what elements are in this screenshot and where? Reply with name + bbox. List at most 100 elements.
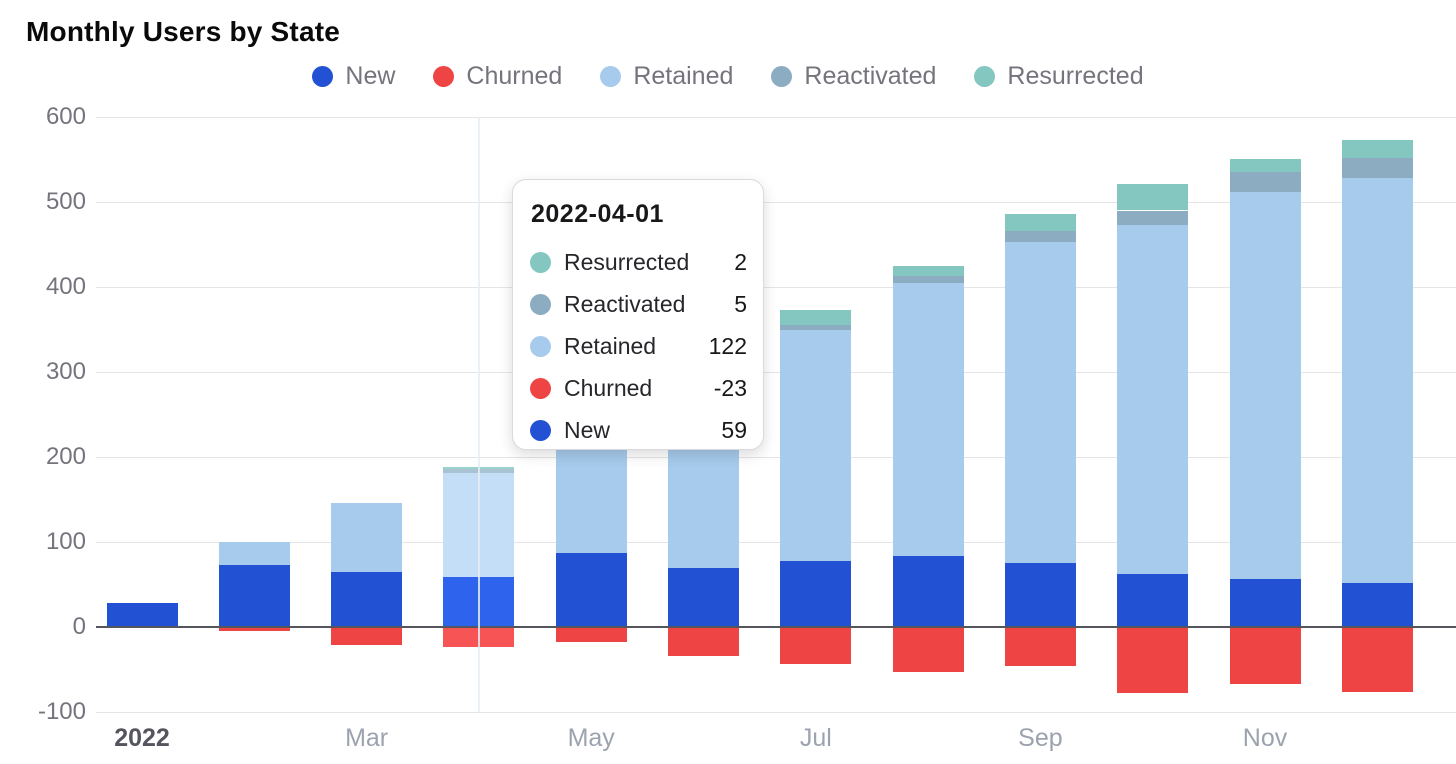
bar-segment-reactivated-2022-09-01[interactable] bbox=[1004, 230, 1076, 242]
bar-segment-churned-2022-08-01[interactable] bbox=[892, 627, 964, 673]
bar-segment-reactivated-2022-11-01[interactable] bbox=[1229, 172, 1301, 192]
hover-crosshair-line bbox=[477, 117, 480, 712]
tooltip-row-label: Reactivated bbox=[564, 290, 686, 317]
legend-item-resurrected[interactable]: Resurrected bbox=[974, 62, 1144, 91]
legend-item-reactivated[interactable]: Reactivated bbox=[771, 62, 936, 91]
x-tick-label-sep: Sep bbox=[1018, 724, 1063, 752]
bar-segment-resurrected-2022-07-01[interactable] bbox=[780, 309, 852, 326]
tooltip-row-label: Churned bbox=[564, 374, 653, 401]
y-tick-label: 100 bbox=[45, 528, 86, 555]
y-tick-label: 0 bbox=[72, 613, 86, 640]
bar-segment-churned-2022-07-01[interactable] bbox=[780, 627, 852, 664]
bar-segment-resurrected-2022-11-01[interactable] bbox=[1229, 158, 1301, 173]
zero-axis-line bbox=[96, 626, 1456, 628]
bar-segment-reactivated-2022-12-01[interactable] bbox=[1341, 157, 1413, 179]
legend-label: Reactivated bbox=[804, 62, 937, 90]
tooltip-dot-icon bbox=[530, 335, 551, 357]
tooltip-dot-icon bbox=[530, 419, 551, 441]
legend-item-retained[interactable]: Retained bbox=[600, 62, 733, 91]
bar-segment-new-2022-02-01[interactable] bbox=[218, 564, 290, 627]
bar-segment-resurrected-2022-08-01[interactable] bbox=[892, 265, 964, 276]
tooltip-row-value: -23 bbox=[713, 374, 747, 401]
bar-segment-new-2022-06-01[interactable] bbox=[668, 567, 739, 627]
bar-segment-churned-2022-11-01[interactable] bbox=[1229, 627, 1301, 684]
tooltip-row-new: New 59 bbox=[530, 409, 747, 451]
bar-segment-churned-2022-03-01[interactable] bbox=[331, 627, 403, 645]
x-tick-label-may: May bbox=[567, 724, 615, 752]
bar-segment-reactivated-2022-08-01[interactable] bbox=[892, 275, 964, 283]
tooltip-row-retained: Retained 122 bbox=[530, 325, 747, 367]
tooltip-row-value: 5 bbox=[734, 290, 747, 317]
legend-label: Churned bbox=[466, 62, 563, 90]
bar-segment-churned-2022-12-01[interactable] bbox=[1341, 627, 1413, 692]
tooltip-row-value: 122 bbox=[708, 332, 747, 359]
y-tick-label: -100 bbox=[37, 698, 86, 725]
legend-item-churned[interactable]: Churned bbox=[433, 62, 562, 91]
legend-dot-icon bbox=[312, 66, 334, 87]
x-tick-label-nov: Nov bbox=[1242, 724, 1288, 752]
gridline bbox=[96, 712, 1456, 713]
tooltip-row-value: 59 bbox=[721, 416, 747, 443]
bar-segment-retained-2022-03-01[interactable] bbox=[331, 502, 403, 572]
y-tick-label: 400 bbox=[45, 273, 86, 300]
bar-segment-resurrected-2022-12-01[interactable] bbox=[1341, 139, 1413, 158]
gridline bbox=[96, 372, 1456, 373]
bar-segment-resurrected-2022-10-01[interactable] bbox=[1117, 184, 1189, 211]
bar-segment-churned-2022-06-01[interactable] bbox=[668, 627, 739, 656]
bar-segment-new-2022-09-01[interactable] bbox=[1004, 563, 1076, 627]
bar-segment-churned-2022-05-01[interactable] bbox=[555, 627, 627, 643]
gridline bbox=[96, 457, 1456, 458]
bar-segment-reactivated-2022-07-01[interactable] bbox=[780, 325, 852, 331]
bar-segment-resurrected-2022-09-01[interactable] bbox=[1004, 213, 1076, 231]
bar-segment-churned-2022-09-01[interactable] bbox=[1004, 627, 1076, 667]
bar-segment-reactivated-2022-10-01[interactable] bbox=[1117, 210, 1189, 225]
y-tick-label: 500 bbox=[45, 188, 86, 215]
tooltip: 2022-04-01 Resurrected 2 Reactivated 5 Retai… bbox=[512, 179, 764, 450]
tooltip-row-churned: Churned -23 bbox=[530, 367, 747, 409]
bar-segment-retained-2022-12-01[interactable] bbox=[1341, 178, 1413, 583]
x-tick-label-2022: 2022 bbox=[114, 724, 170, 752]
bar-segment-new-2022-01-01[interactable] bbox=[106, 603, 178, 627]
page-title: Monthly Users by State bbox=[26, 16, 341, 47]
gridline bbox=[96, 287, 1456, 288]
legend: New Churned Retained Reactivated Resurrected bbox=[0, 62, 1456, 91]
bar-segment-churned-2022-10-01[interactable] bbox=[1117, 627, 1189, 694]
bar-segment-new-2022-08-01[interactable] bbox=[892, 555, 964, 627]
y-tick-label: 300 bbox=[45, 358, 86, 385]
tooltip-dot-icon bbox=[530, 251, 551, 273]
gridline bbox=[96, 542, 1456, 543]
bar-segment-churned-2022-02-01[interactable] bbox=[218, 627, 290, 632]
tooltip-dot-icon bbox=[530, 377, 551, 399]
tooltip-row-label: Retained bbox=[564, 332, 657, 359]
bar-segment-retained-2022-08-01[interactable] bbox=[892, 282, 964, 556]
legend-dot-icon bbox=[771, 66, 793, 87]
legend-label: Resurrected bbox=[1007, 62, 1144, 90]
gridline bbox=[96, 117, 1456, 118]
bar-segment-new-2022-05-01[interactable] bbox=[555, 553, 627, 627]
x-tick-label-mar: Mar bbox=[345, 724, 389, 752]
gridline bbox=[96, 202, 1456, 203]
bar-segment-new-2022-11-01[interactable] bbox=[1229, 578, 1301, 627]
bar-segment-new-2022-07-01[interactable] bbox=[780, 560, 852, 627]
legend-dot-icon bbox=[600, 66, 622, 87]
tooltip-row-label: New bbox=[564, 416, 611, 443]
legend-label: Retained bbox=[633, 62, 734, 90]
tooltip-row-label: Resurrected bbox=[564, 248, 690, 275]
tooltip-row-reactivated: Reactivated 5 bbox=[530, 283, 747, 325]
bar-segment-retained-2022-07-01[interactable] bbox=[780, 330, 852, 561]
bar-segment-retained-2022-11-01[interactable] bbox=[1229, 191, 1301, 579]
y-tick-label: 200 bbox=[45, 443, 86, 470]
bar-segment-new-2022-10-01[interactable] bbox=[1117, 574, 1189, 627]
x-tick-label-jul: Jul bbox=[799, 724, 832, 752]
legend-item-new[interactable]: New bbox=[312, 62, 395, 91]
tooltip-date: 2022-04-01 bbox=[531, 200, 664, 228]
tooltip-dot-icon bbox=[530, 293, 551, 315]
legend-dot-icon bbox=[974, 66, 996, 87]
bar-segment-retained-2022-10-01[interactable] bbox=[1117, 224, 1189, 575]
legend-label: New bbox=[345, 62, 396, 90]
bar-segment-retained-2022-02-01[interactable] bbox=[218, 542, 290, 565]
bar-segment-retained-2022-09-01[interactable] bbox=[1004, 241, 1076, 564]
bar-segment-new-2022-12-01[interactable] bbox=[1341, 582, 1413, 627]
bar-segment-new-2022-03-01[interactable] bbox=[331, 571, 403, 627]
